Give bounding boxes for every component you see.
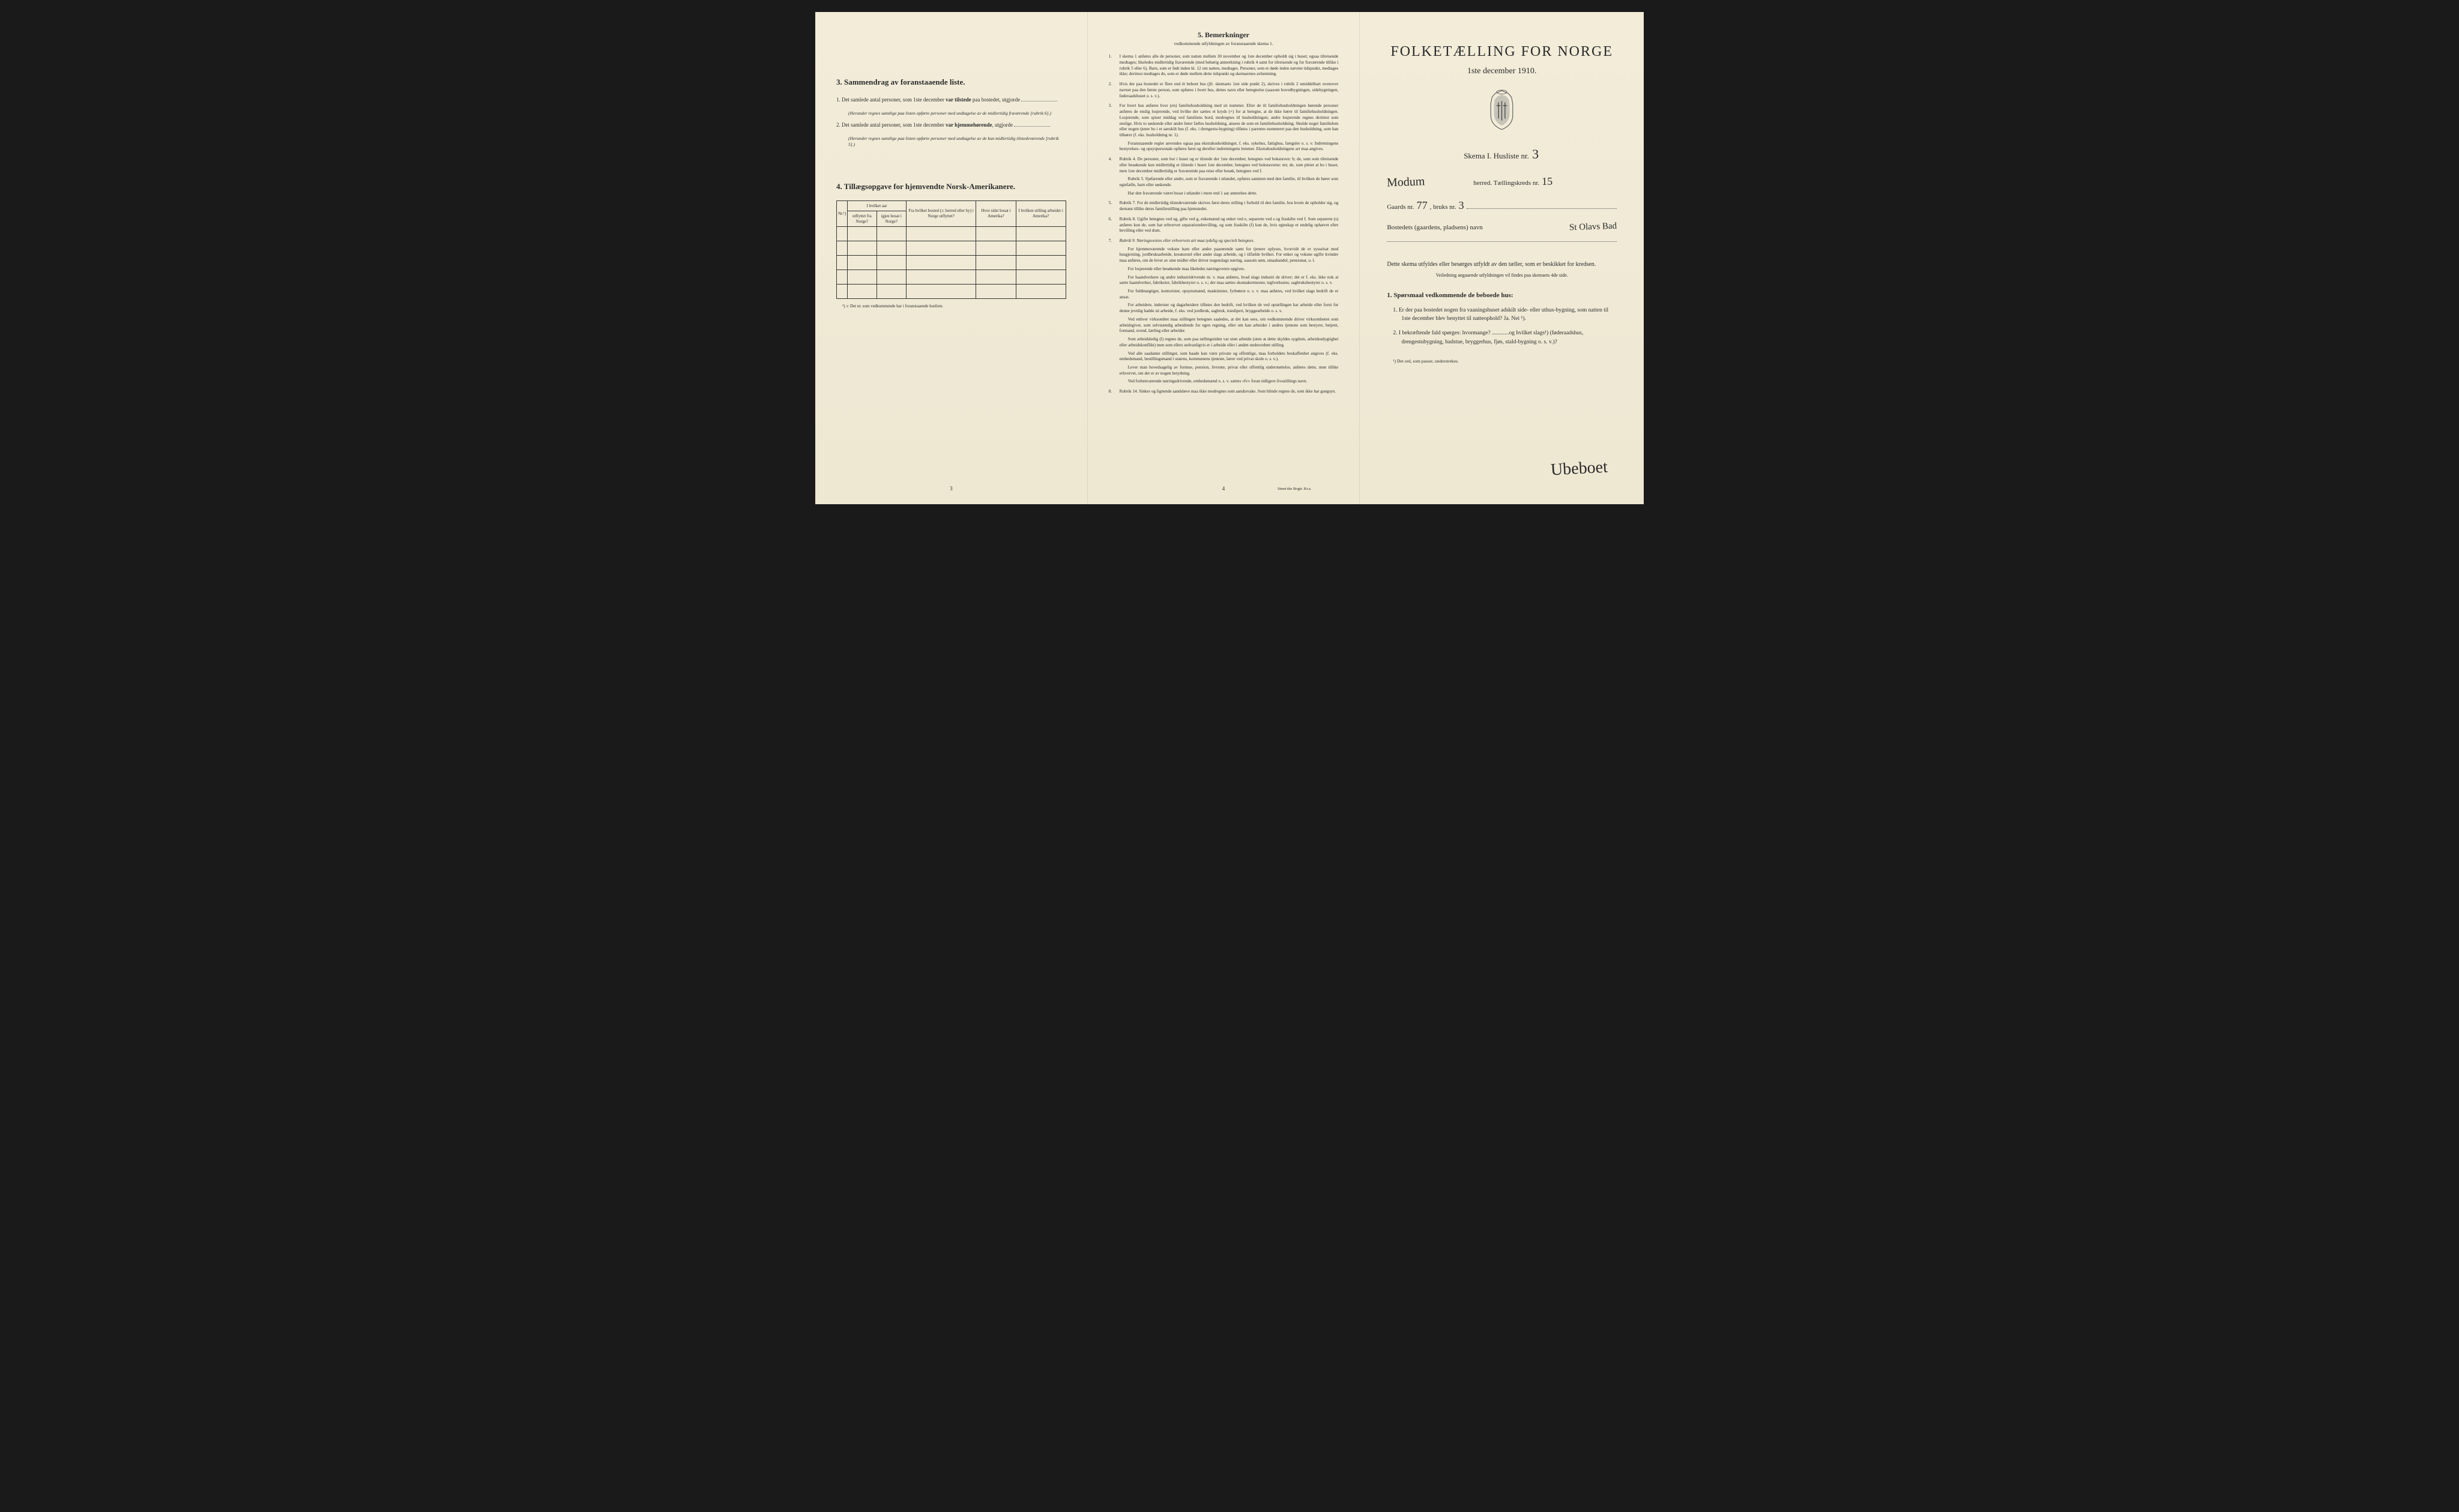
remark-4-extra2: Har den fraværende været bosat i utlande…	[1120, 191, 1339, 197]
skema-line: Skema I. Husliste nr. 3	[1387, 149, 1617, 161]
remark-2: Hvis der paa bostedet er flere end ét be…	[1109, 82, 1339, 99]
remark-7-p0: For hjemmeværende voksne barn eller andr…	[1120, 247, 1339, 264]
section-5-title: 5. Bemerkninger	[1109, 30, 1339, 40]
remark-6-text: Rubrik 8. Ugifte betegnes ved ug, gifte …	[1120, 217, 1339, 233]
page-4-remarks: 5. Bemerkninger vedkommende utfyldningen…	[1088, 12, 1360, 504]
table-row	[837, 226, 1066, 241]
col-where: Hvor sidst bosat i Amerika?	[976, 200, 1016, 226]
census-document: 3. Sammendrag av foranstaaende liste. 1.…	[815, 12, 1644, 504]
husliste-number: 3	[1532, 149, 1539, 160]
remark-5-text: Rubrik 7. For de midlertidig tilstedevær…	[1120, 200, 1339, 211]
col-returned: igjen bosat i Norge?	[876, 211, 906, 227]
item1-post: paa bostedet, utgjorde	[971, 97, 1020, 103]
signature-ubeboet: Ubeboet	[1550, 456, 1608, 482]
instructions-2: Veiledning angaaende utfyldningen vil fi…	[1387, 273, 1617, 279]
instructions-1: Dette skema utfyldes eller besørges utfy…	[1387, 260, 1617, 269]
census-date: 1ste december 1910.	[1387, 66, 1617, 77]
remark-4-extra1: Rubrik 5. Sjøfarende eller andre, som er…	[1120, 176, 1339, 188]
remark-7-p8: Lever man hovedsagelig av formue, pensio…	[1120, 365, 1339, 376]
coat-of-arms-icon	[1387, 89, 1617, 134]
remark-7-p2: For haandverkere og andre industridriven…	[1120, 275, 1339, 286]
kreds-number: 15	[1542, 174, 1552, 188]
remark-6: Rubrik 8. Ugifte betegnes ved ug, gifte …	[1109, 217, 1339, 234]
emigrant-table-body	[837, 226, 1066, 298]
question-2: 2. I bekræftende fald spørges: hvormange…	[1387, 329, 1617, 346]
col-emigrated: utflyttet fra Norge?	[848, 211, 876, 227]
printer-mark: Steen'ske Bogtr. Kr.a.	[1278, 487, 1311, 492]
remark-7-p6: Som arbeidsledig (l) regnes de, som paa …	[1120, 337, 1339, 348]
bosted-line: Bostedets (gaardens, pladsens) navn St O…	[1387, 221, 1617, 233]
table-row	[837, 255, 1066, 270]
table-footnote: ¹) ɔ: Det nr. som vedkommende har i fora…	[836, 304, 1066, 309]
section-5-subhead: vedkommende utfyldningen av foranstaaend…	[1109, 41, 1339, 47]
col-nr: Nr.¹)	[837, 200, 848, 226]
remark-1-text: I skema 1 anføres alle de personer, som …	[1120, 54, 1339, 76]
item2-post: , utgjorde	[992, 122, 1013, 128]
col-year-group: I hvilket aar	[848, 200, 907, 211]
remark-5: Rubrik 7. For de midlertidig tilstedevær…	[1109, 200, 1339, 212]
table-row	[837, 270, 1066, 284]
remark-4: Rubrik 4. De personer, som bor i huset o…	[1109, 157, 1339, 196]
remark-1: I skema 1 anføres alle de personer, som …	[1109, 54, 1339, 77]
bosted-underline	[1387, 241, 1617, 242]
remarks-list: I skema 1 anføres alle de personer, som …	[1109, 54, 1339, 395]
herred-value: Modum	[1387, 172, 1471, 191]
remark-2-text: Hvis der paa bostedet er flere end ét be…	[1120, 82, 1339, 98]
herred-label: herred. Tællingskreds nr.	[1473, 179, 1539, 188]
summary-item-1: 1. Det samlede antal personer, som 1ste …	[836, 96, 1066, 103]
item2-sub: (Herunder regnes samtlige paa listen opf…	[836, 136, 1066, 148]
remark-3: For hvert hus anføres hver (en) familieh…	[1109, 103, 1339, 152]
gaards-label: Gaards nr.	[1387, 203, 1414, 212]
census-title: FOLKETÆLLING FOR NORGE	[1387, 42, 1617, 61]
page-number-3: 3	[950, 485, 953, 492]
remark-7: Rubrik 9. Næringsveiens eller erhvervets…	[1109, 238, 1339, 385]
remark-7-p9: Ved forhenværende næringsdrivende, embed…	[1120, 379, 1339, 385]
remark-8: Rubrik 14. Sinker og lignende aandsløve …	[1109, 389, 1339, 395]
questions-header: 1. Spørsmaal vedkommende de beboede hus:	[1387, 291, 1617, 300]
page-3-summary: 3. Sammendrag av foranstaaende liste. 1.…	[815, 12, 1088, 504]
remark-3-text: For hvert hus anføres hver (en) familieh…	[1120, 103, 1339, 137]
bruks-number: 3	[1459, 198, 1464, 212]
item2-pre: 2. Det samlede antal personer, som 1ste …	[836, 122, 946, 128]
col-from: Fra hvilket bosted (ɔ: herred eller by) …	[906, 200, 976, 226]
table-row	[837, 284, 1066, 298]
remark-7-p5: Ved enhver virksomhet maa stillingen bet…	[1120, 317, 1339, 334]
page-1-cover: FOLKETÆLLING FOR NORGE 1ste december 191…	[1360, 12, 1644, 504]
herred-line: Modum herred. Tællingskreds nr. 15	[1387, 173, 1617, 190]
section-3-title: 3. Sammendrag av foranstaaende liste.	[836, 77, 1066, 88]
skema-label: Skema I. Husliste nr.	[1464, 151, 1529, 160]
page-number-4: 4	[1222, 485, 1225, 492]
summary-item-2: 2. Det samlede antal personer, som 1ste …	[836, 121, 1066, 128]
cover-footnote: ¹) Det ord, som passer, understrekes.	[1387, 358, 1617, 364]
remark-4-text: Rubrik 4. De personer, som bor i huset o…	[1120, 157, 1339, 173]
bruks-label: , bruks nr.	[1430, 203, 1456, 212]
remark-7-p3: For fuldmægtiger, kontorister, opsynsmæn…	[1120, 289, 1339, 300]
section-4-title: 4. Tillægsopgave for hjemvendte Norsk-Am…	[836, 181, 1066, 192]
item1-pre: 1. Det samlede antal personer, som 1ste …	[836, 97, 946, 103]
question-1: 1. Er der paa bostedet nogen fra vaaning…	[1387, 306, 1617, 324]
emigrant-table: Nr.¹) I hvilket aar Fra hvilket bosted (…	[836, 200, 1066, 299]
gaards-line: Gaards nr. 77 , bruks nr. 3	[1387, 198, 1617, 212]
remark-7-p4: For arbeidere, inderster og dagarbeidere…	[1120, 303, 1339, 314]
remark-8-text: Rubrik 14. Sinker og lignende aandsløve …	[1120, 389, 1336, 394]
item1-bold: var tilstede	[946, 97, 971, 103]
bosted-label: Bostedets (gaardens, pladsens) navn	[1387, 223, 1482, 232]
remark-7-text: Rubrik 9. Næringsveiens eller erhvervets…	[1120, 238, 1255, 243]
item1-sub: (Herunder regnes samtlige paa listen opf…	[836, 110, 1066, 116]
remark-7-p7: Ved alle saadanne stillinger, som baade …	[1120, 351, 1339, 363]
col-position: I hvilken stilling arbeidet i Amerika?	[1016, 200, 1066, 226]
item2-fill	[1014, 126, 1050, 127]
table-row	[837, 241, 1066, 255]
bosted-value: St Olavs Bad	[1569, 220, 1617, 234]
remark-7-p1: For losjerende eller besøkende maa likel…	[1120, 267, 1339, 273]
gaards-number: 77	[1417, 198, 1428, 212]
item2-bold: var hjemmehørende	[946, 122, 992, 128]
remark-3-extra: Foranstaaende regler anvendes ogsaa paa …	[1120, 141, 1339, 152]
